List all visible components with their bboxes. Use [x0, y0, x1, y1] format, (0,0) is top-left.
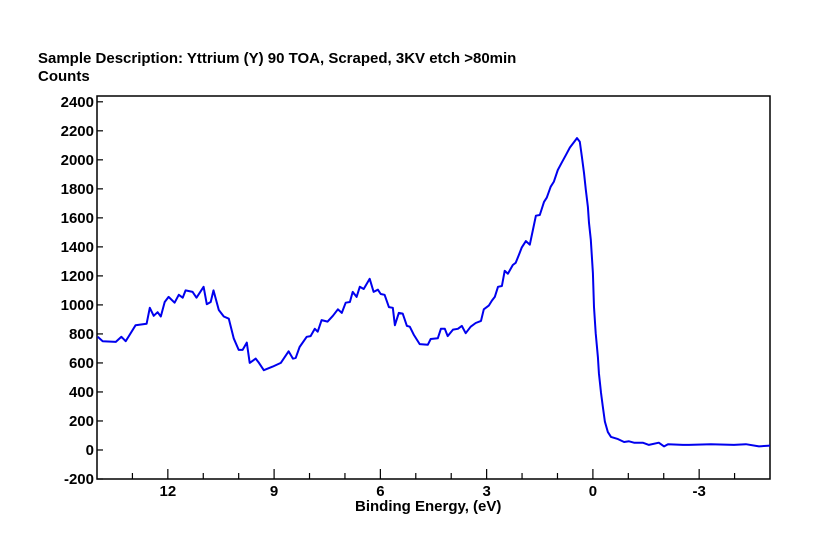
x-axis: 12 9 6 3 0 -3	[131, 469, 736, 500]
y-tick-label: 0	[86, 442, 94, 459]
y-tick-label: 1000	[61, 297, 94, 314]
y-tick-label: 1400	[61, 239, 94, 256]
x-tick-label: 12	[159, 483, 176, 500]
y-tick-label: 2400	[61, 94, 94, 111]
y-tick-label: 1800	[61, 181, 94, 198]
y-tick-label: -200	[64, 471, 94, 488]
chart-title: Sample Description: Yttrium (Y) 90 TOA, …	[38, 50, 517, 67]
y-tick-label: 200	[69, 413, 94, 430]
x-tick-label: 0	[589, 483, 597, 500]
x-tick-label: 9	[270, 483, 278, 500]
y-tick-label: 400	[69, 384, 94, 401]
y-tick-label: 2200	[61, 123, 94, 140]
y-axis-label: Counts	[38, 68, 90, 85]
y-tick-label: 600	[69, 355, 94, 372]
series-line	[97, 137, 771, 448]
y-axis: 2400220020001800160014001200100080060040…	[61, 94, 103, 488]
x-axis-label: Binding Energy, (eV)	[355, 498, 502, 515]
plot-frame	[96, 95, 771, 480]
x-tick-label: 3	[482, 483, 490, 500]
y-tick-label: 1200	[61, 268, 94, 285]
y-tick-label: 1600	[61, 210, 94, 227]
x-tick-label: -3	[692, 483, 705, 500]
x-tick-label: 6	[376, 483, 384, 500]
y-tick-label: 800	[69, 326, 94, 343]
y-tick-label: 2000	[61, 152, 94, 169]
